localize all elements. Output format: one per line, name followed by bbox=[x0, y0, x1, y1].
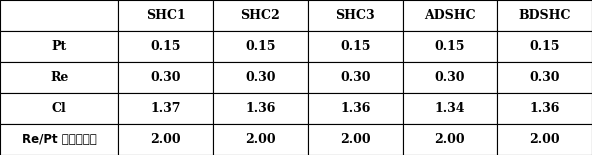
Text: 0.30: 0.30 bbox=[150, 71, 181, 84]
Text: 1.37: 1.37 bbox=[150, 102, 181, 115]
Bar bbox=[403, 31, 497, 62]
Text: 0.15: 0.15 bbox=[245, 40, 276, 53]
Text: 0.15: 0.15 bbox=[150, 40, 181, 53]
Bar bbox=[308, 62, 403, 93]
Bar bbox=[118, 93, 213, 124]
Bar bbox=[497, 0, 592, 31]
Text: 0.30: 0.30 bbox=[435, 71, 465, 84]
Bar bbox=[403, 0, 497, 31]
Text: 0.30: 0.30 bbox=[245, 71, 276, 84]
Bar bbox=[118, 31, 213, 62]
Bar bbox=[308, 31, 403, 62]
Text: SHC2: SHC2 bbox=[240, 9, 281, 22]
Text: Re: Re bbox=[50, 71, 69, 84]
Bar bbox=[308, 0, 403, 31]
Text: SHC3: SHC3 bbox=[336, 9, 375, 22]
Text: Re/Pt （重量比）: Re/Pt （重量比） bbox=[22, 133, 96, 146]
Bar bbox=[118, 124, 213, 155]
Text: 1.36: 1.36 bbox=[529, 102, 560, 115]
Text: 0.30: 0.30 bbox=[340, 71, 371, 84]
Text: SHC1: SHC1 bbox=[146, 9, 186, 22]
Bar bbox=[0, 62, 118, 93]
Bar bbox=[0, 0, 118, 31]
Text: 2.00: 2.00 bbox=[435, 133, 465, 146]
Text: 2.00: 2.00 bbox=[150, 133, 181, 146]
Bar bbox=[213, 124, 308, 155]
Bar bbox=[403, 62, 497, 93]
Bar bbox=[0, 31, 118, 62]
Bar bbox=[308, 124, 403, 155]
Text: 0.15: 0.15 bbox=[435, 40, 465, 53]
Text: BDSHC: BDSHC bbox=[519, 9, 571, 22]
Bar bbox=[213, 0, 308, 31]
Text: 1.36: 1.36 bbox=[245, 102, 276, 115]
Bar bbox=[0, 124, 118, 155]
Text: 1.36: 1.36 bbox=[340, 102, 371, 115]
Text: 2.00: 2.00 bbox=[340, 133, 371, 146]
Bar bbox=[497, 93, 592, 124]
Bar bbox=[0, 93, 118, 124]
Bar bbox=[118, 0, 213, 31]
Text: 2.00: 2.00 bbox=[529, 133, 560, 146]
Text: 0.15: 0.15 bbox=[529, 40, 560, 53]
Text: 0.15: 0.15 bbox=[340, 40, 371, 53]
Text: 1.34: 1.34 bbox=[435, 102, 465, 115]
Text: ADSHC: ADSHC bbox=[424, 9, 476, 22]
Bar bbox=[213, 93, 308, 124]
Text: Cl: Cl bbox=[52, 102, 66, 115]
Bar bbox=[497, 62, 592, 93]
Bar bbox=[213, 31, 308, 62]
Bar bbox=[403, 124, 497, 155]
Bar bbox=[403, 93, 497, 124]
Text: 2.00: 2.00 bbox=[245, 133, 276, 146]
Bar bbox=[497, 31, 592, 62]
Text: 0.30: 0.30 bbox=[529, 71, 560, 84]
Bar bbox=[213, 62, 308, 93]
Text: Pt: Pt bbox=[52, 40, 67, 53]
Bar bbox=[497, 124, 592, 155]
Bar bbox=[308, 93, 403, 124]
Bar bbox=[118, 62, 213, 93]
